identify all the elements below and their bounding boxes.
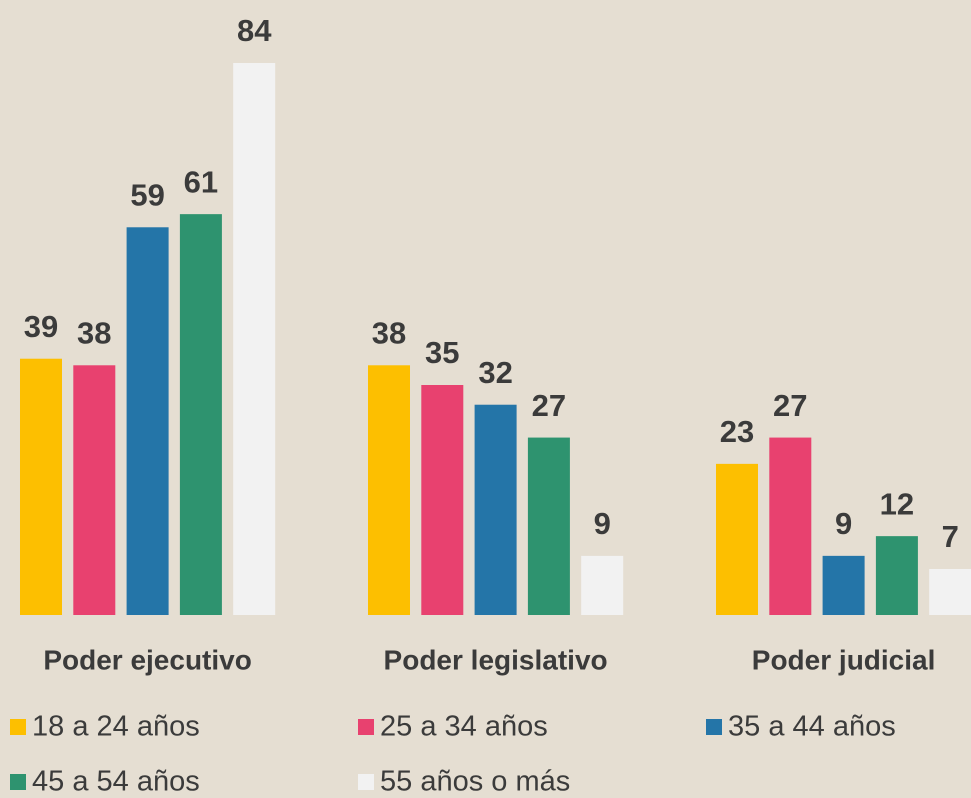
bar <box>527 437 570 615</box>
legend-swatch <box>358 774 374 790</box>
category-label: Poder ejecutivo <box>43 644 252 675</box>
bar <box>929 569 971 615</box>
data-label: 32 <box>478 355 512 390</box>
data-label: 84 <box>237 13 272 48</box>
bar <box>20 358 62 615</box>
data-label: 27 <box>773 388 807 423</box>
bar <box>822 555 865 615</box>
data-label: 23 <box>720 414 754 449</box>
data-label: 27 <box>532 388 566 423</box>
category-label: Poder legislativo <box>384 644 608 675</box>
data-label: 7 <box>942 519 959 554</box>
data-label: 35 <box>425 335 459 370</box>
bar <box>233 63 276 615</box>
legend-label: 35 a 44 años <box>728 711 896 743</box>
data-label: 59 <box>130 177 164 212</box>
legend-swatch <box>10 719 26 735</box>
bar <box>581 555 624 615</box>
legend-swatch <box>358 719 374 735</box>
bar <box>474 404 517 615</box>
legend-label: 25 a 34 años <box>380 711 548 743</box>
bar <box>126 227 169 616</box>
bar <box>179 214 222 615</box>
category-label: Poder judicial <box>752 644 936 675</box>
legend-label: 55 años o más <box>380 766 570 798</box>
bar <box>875 536 918 615</box>
data-label: 9 <box>835 506 852 541</box>
bar <box>716 463 758 615</box>
legend-swatch <box>706 719 722 735</box>
legend-swatch <box>10 774 26 790</box>
data-label: 12 <box>880 486 914 521</box>
data-label: 38 <box>372 315 406 350</box>
bar <box>73 365 116 615</box>
bar <box>769 437 812 615</box>
data-label: 9 <box>594 506 611 541</box>
legend-label: 45 a 54 años <box>32 766 200 798</box>
bar <box>421 385 464 615</box>
data-label: 38 <box>77 315 111 350</box>
data-label: 61 <box>184 164 218 199</box>
bar <box>368 365 410 615</box>
data-label: 39 <box>24 309 58 344</box>
legend-label: 18 a 24 años <box>32 711 200 743</box>
